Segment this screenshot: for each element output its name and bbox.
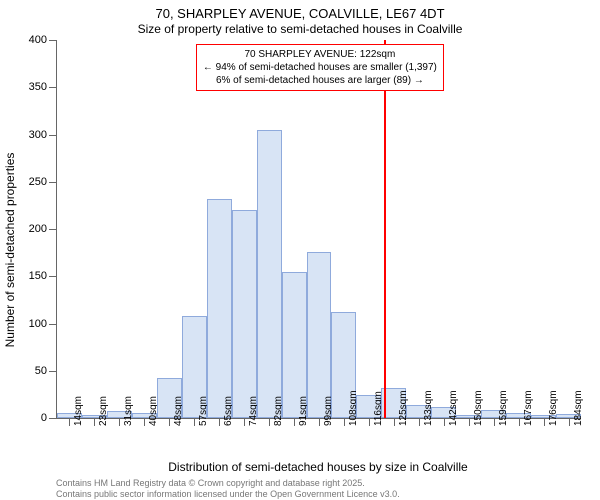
x-tick: [194, 418, 195, 426]
x-tick: [419, 418, 420, 426]
histogram-bar: [257, 130, 282, 418]
y-tick-label: 250: [29, 176, 47, 188]
x-axis-title: Distribution of semi-detached houses by …: [56, 460, 580, 474]
x-tick: [444, 418, 445, 426]
x-tick: [244, 418, 245, 426]
x-tick-label: 159sqm: [498, 390, 509, 426]
y-tick-label: 50: [35, 365, 47, 377]
y-tick-label: 150: [29, 270, 47, 282]
attribution-text: Contains HM Land Registry data © Crown c…: [56, 478, 400, 500]
histogram-bar: [232, 210, 257, 418]
chart-container: 70, SHARPLEY AVENUE, COALVILLE, LE67 4DT…: [0, 0, 600, 500]
y-tick-label: 300: [29, 129, 47, 141]
x-tick: [319, 418, 320, 426]
y-tick: [49, 324, 57, 325]
x-tick: [144, 418, 145, 426]
y-tick: [49, 229, 57, 230]
reference-marker-line: [384, 40, 386, 418]
x-tick: [344, 418, 345, 426]
y-tick-label: 350: [29, 81, 47, 93]
x-tick-label: 167sqm: [523, 390, 534, 426]
x-tick: [469, 418, 470, 426]
x-tick: [294, 418, 295, 426]
x-tick: [569, 418, 570, 426]
x-tick: [369, 418, 370, 426]
x-tick-label: 14sqm: [73, 396, 84, 426]
x-tick-label: 184sqm: [573, 390, 584, 426]
y-tick: [49, 40, 57, 41]
x-tick: [169, 418, 170, 426]
y-tick: [49, 182, 57, 183]
x-tick: [519, 418, 520, 426]
histogram-bar: [307, 252, 332, 418]
annotation-line: ← 94% of semi-detached houses are smalle…: [203, 61, 437, 74]
x-tick-label: 176sqm: [548, 390, 559, 426]
x-tick-label: 150sqm: [473, 390, 484, 426]
chart-title-main: 70, SHARPLEY AVENUE, COALVILLE, LE67 4DT: [0, 6, 600, 21]
y-tick: [49, 276, 57, 277]
x-tick: [494, 418, 495, 426]
y-tick: [49, 371, 57, 372]
x-tick: [219, 418, 220, 426]
plot-area: 05010015020025030035040014sqm23sqm31sqm4…: [56, 40, 581, 419]
y-axis-title: Number of semi-detached properties: [3, 153, 17, 348]
y-tick-label: 400: [29, 34, 47, 46]
x-tick: [394, 418, 395, 426]
x-tick: [119, 418, 120, 426]
chart-title-sub: Size of property relative to semi-detach…: [0, 22, 600, 36]
attribution-line-2: Contains public sector information licen…: [56, 489, 400, 500]
annotation-box: 70 SHARPLEY AVENUE: 122sqm← 94% of semi-…: [196, 44, 444, 91]
x-tick: [94, 418, 95, 426]
x-tick-label: 142sqm: [448, 390, 459, 426]
y-tick-label: 200: [29, 223, 47, 235]
histogram-bar: [207, 199, 232, 418]
annotation-line: 6% of semi-detached houses are larger (8…: [203, 74, 437, 87]
y-tick-label: 100: [29, 318, 47, 330]
attribution-line-1: Contains HM Land Registry data © Crown c…: [56, 478, 400, 489]
x-tick-label: 31sqm: [123, 396, 134, 426]
y-tick: [49, 87, 57, 88]
annotation-line: 70 SHARPLEY AVENUE: 122sqm: [203, 48, 437, 61]
y-tick: [49, 135, 57, 136]
y-tick-label: 0: [41, 412, 47, 424]
y-tick: [49, 418, 57, 419]
x-tick: [69, 418, 70, 426]
x-tick: [544, 418, 545, 426]
x-tick: [269, 418, 270, 426]
